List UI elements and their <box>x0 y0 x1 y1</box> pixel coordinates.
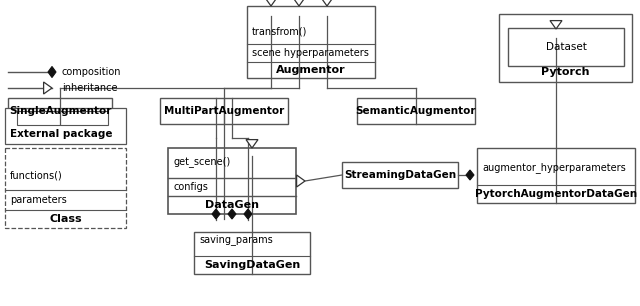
Text: External package: External package <box>10 129 113 139</box>
Text: composition: composition <box>62 67 122 77</box>
Polygon shape <box>246 140 258 148</box>
Bar <box>247 6 375 78</box>
Polygon shape <box>44 82 52 94</box>
Bar <box>5 148 126 228</box>
Text: PytorchAugmentorDataGen: PytorchAugmentorDataGen <box>475 189 637 199</box>
Text: scene hyperparameters: scene hyperparameters <box>252 48 369 58</box>
Polygon shape <box>244 209 252 219</box>
Text: SingleAugmentor: SingleAugmentor <box>9 106 111 116</box>
Text: StreamingDataGen: StreamingDataGen <box>344 170 456 180</box>
Bar <box>499 14 632 82</box>
Bar <box>477 148 635 203</box>
Polygon shape <box>228 209 236 219</box>
Text: Augmentor: Augmentor <box>276 65 346 75</box>
Polygon shape <box>296 175 305 187</box>
Bar <box>342 162 458 188</box>
Polygon shape <box>265 0 277 6</box>
Text: Pytorch: Pytorch <box>541 67 589 77</box>
Polygon shape <box>212 209 220 219</box>
Polygon shape <box>48 66 56 77</box>
Text: SavingDataGen: SavingDataGen <box>204 260 300 270</box>
Text: functions(): functions() <box>10 170 63 180</box>
Polygon shape <box>466 170 474 180</box>
Text: DataGen: DataGen <box>205 200 259 210</box>
Bar <box>357 98 475 124</box>
Text: get_scene(): get_scene() <box>173 157 230 167</box>
Bar <box>17 111 108 125</box>
Polygon shape <box>293 0 305 6</box>
Bar <box>160 98 288 124</box>
Text: MultiPartAugmentor: MultiPartAugmentor <box>164 106 284 116</box>
Text: saving_params: saving_params <box>199 234 273 245</box>
Text: transfrom(): transfrom() <box>252 27 307 37</box>
Text: inheritance: inheritance <box>62 83 118 93</box>
Bar <box>5 108 126 144</box>
Bar <box>168 148 296 214</box>
Text: Class: Class <box>49 214 82 224</box>
Bar <box>508 28 624 66</box>
Text: SemanticAugmentor: SemanticAugmentor <box>356 106 476 116</box>
Text: configs: configs <box>173 182 208 192</box>
Bar <box>194 232 310 274</box>
Text: augmentor_hyperparameters: augmentor_hyperparameters <box>482 162 626 174</box>
Polygon shape <box>550 21 562 29</box>
Text: Dataset: Dataset <box>545 42 586 52</box>
Polygon shape <box>321 0 333 6</box>
Bar <box>8 98 112 124</box>
Text: parameters: parameters <box>10 195 67 205</box>
